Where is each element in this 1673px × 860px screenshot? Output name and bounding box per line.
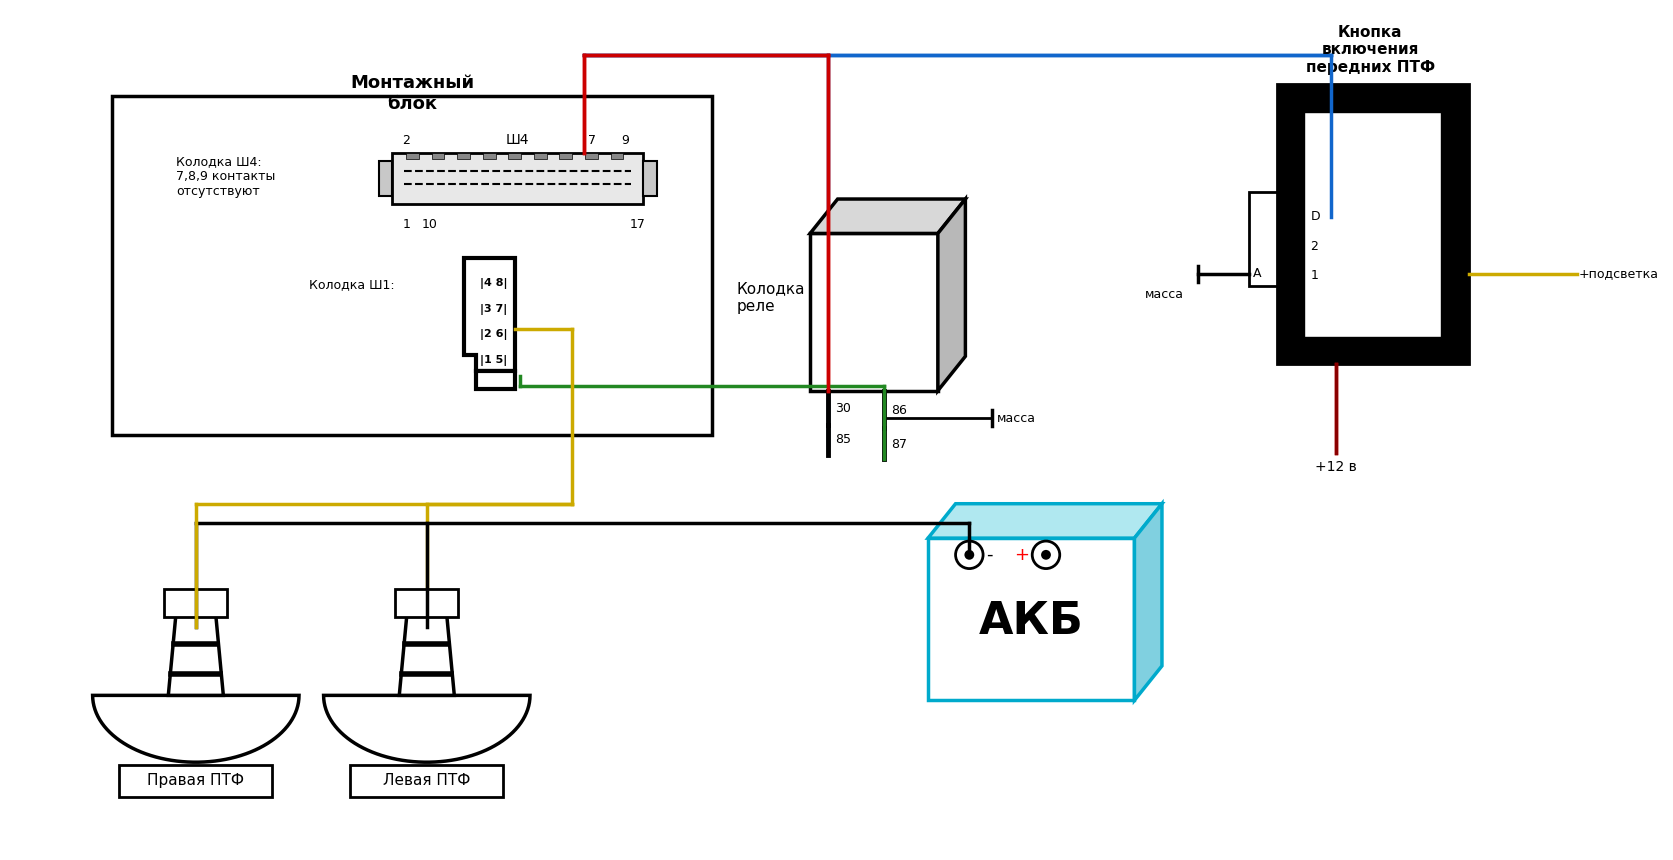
Text: Ш4: Ш4 — [505, 133, 529, 147]
Polygon shape — [378, 161, 391, 196]
Bar — [119, 765, 273, 796]
Bar — [482, 153, 495, 159]
Text: масса: масса — [995, 412, 1036, 425]
Bar — [559, 153, 572, 159]
Bar — [395, 589, 458, 617]
Text: 9: 9 — [621, 134, 629, 147]
Circle shape — [1041, 550, 1051, 560]
Text: 87: 87 — [890, 439, 907, 452]
Bar — [509, 153, 520, 159]
Bar — [611, 153, 622, 159]
Bar — [350, 765, 504, 796]
Text: |3 7|: |3 7| — [480, 304, 507, 315]
Polygon shape — [400, 611, 453, 696]
Text: масса: масса — [1144, 288, 1183, 302]
Text: |4 8|: |4 8| — [480, 278, 507, 289]
Text: 30: 30 — [835, 402, 850, 415]
Text: +12 в: +12 в — [1315, 460, 1357, 475]
Polygon shape — [463, 258, 515, 371]
Polygon shape — [810, 199, 965, 233]
Polygon shape — [92, 696, 299, 762]
Bar — [457, 153, 470, 159]
Polygon shape — [1248, 192, 1276, 286]
Circle shape — [964, 550, 974, 560]
Bar — [164, 589, 228, 617]
Text: +подсветка: +подсветка — [1578, 267, 1658, 280]
Text: АКБ: АКБ — [979, 600, 1082, 643]
Bar — [391, 153, 642, 204]
Text: 10: 10 — [422, 218, 437, 230]
Text: 86: 86 — [890, 404, 907, 417]
Text: |2 6|: |2 6| — [480, 329, 507, 341]
Text: 85: 85 — [835, 433, 850, 446]
Polygon shape — [1276, 84, 1467, 364]
Text: 17: 17 — [629, 218, 646, 230]
Text: D: D — [1310, 210, 1320, 224]
Text: A: A — [1253, 267, 1261, 280]
Polygon shape — [475, 371, 515, 389]
Polygon shape — [169, 611, 223, 696]
Text: 1: 1 — [1310, 269, 1317, 282]
Text: 2: 2 — [1310, 240, 1317, 253]
Polygon shape — [810, 233, 937, 390]
Bar — [432, 153, 445, 159]
Text: Кнопка
включения
передних ПТФ: Кнопка включения передних ПТФ — [1305, 25, 1434, 75]
Text: |1 5|: |1 5| — [480, 354, 507, 366]
Polygon shape — [927, 504, 1161, 538]
Bar — [407, 153, 418, 159]
Text: Левая ПТФ: Левая ПТФ — [383, 773, 470, 789]
Bar — [534, 153, 547, 159]
Bar — [1303, 112, 1440, 336]
Text: -: - — [985, 546, 992, 564]
Text: +: + — [1014, 546, 1029, 564]
Polygon shape — [1134, 504, 1161, 700]
Text: 7: 7 — [587, 134, 596, 147]
Text: 2: 2 — [402, 134, 410, 147]
Text: 1: 1 — [402, 218, 410, 230]
Text: Правая ПТФ: Правая ПТФ — [147, 773, 244, 789]
Text: Колодка
реле: Колодка реле — [736, 281, 805, 314]
Polygon shape — [642, 161, 656, 196]
Text: Монтажный
блок: Монтажный блок — [350, 74, 473, 113]
Polygon shape — [323, 696, 530, 762]
Bar — [584, 153, 597, 159]
Text: B: B — [1456, 255, 1464, 269]
Polygon shape — [937, 199, 965, 390]
Text: Колодка Ш4:
7,8,9 контакты
отсутствуют: Колодка Ш4: 7,8,9 контакты отсутствуют — [176, 155, 276, 198]
Text: Колодка Ш1:: Колодка Ш1: — [308, 278, 395, 291]
Bar — [927, 538, 1134, 700]
